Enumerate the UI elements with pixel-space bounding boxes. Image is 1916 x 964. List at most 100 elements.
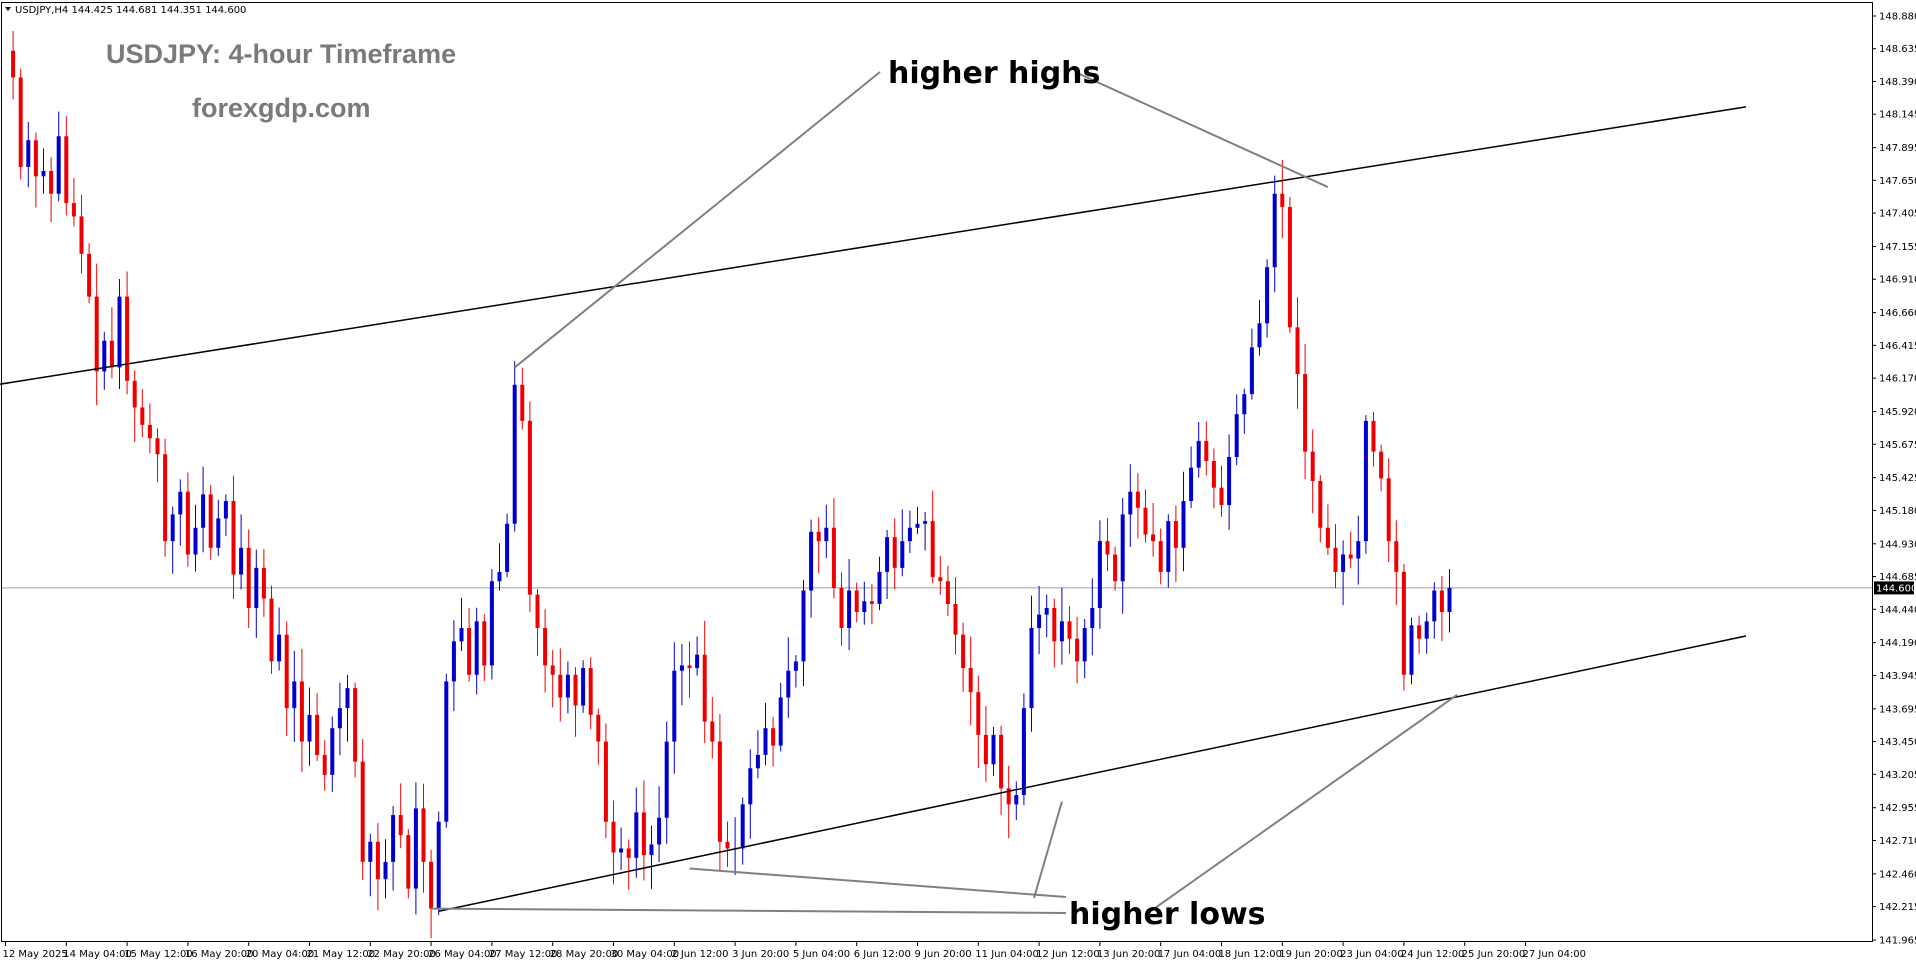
candle	[1090, 578, 1095, 656]
candle-body	[991, 734, 996, 765]
candle	[588, 657, 593, 730]
candle-body	[1204, 440, 1209, 461]
x-tick-label: 19 Jun 20:00	[1279, 949, 1343, 960]
candle-body	[748, 768, 753, 805]
candle	[1249, 328, 1254, 400]
candle-body	[1181, 501, 1186, 548]
candle-body	[1219, 487, 1224, 506]
y-tick-label: 143.695	[1879, 704, 1916, 715]
candle	[695, 636, 700, 676]
candle	[900, 509, 905, 577]
candle-body	[573, 674, 578, 706]
candle	[1097, 520, 1102, 629]
candle	[923, 512, 928, 551]
candle	[649, 825, 654, 889]
candle-body	[763, 728, 768, 755]
candle	[18, 68, 23, 180]
y-tick-label: 145.675	[1879, 440, 1916, 451]
candle-body	[1409, 625, 1414, 675]
candle-body	[155, 438, 160, 455]
candle	[1158, 528, 1163, 585]
y-tick-label: 146.415	[1879, 341, 1916, 352]
candle	[1424, 612, 1429, 654]
y-tick-label: 146.660	[1879, 308, 1916, 319]
candle-body	[778, 697, 783, 746]
candle-body	[603, 741, 608, 822]
candle-body	[467, 627, 472, 675]
support-trendline	[438, 635, 1747, 913]
candle	[520, 367, 525, 430]
candle-body	[649, 844, 654, 856]
candle	[953, 577, 958, 655]
candle	[611, 800, 616, 885]
candle-body	[1325, 527, 1330, 548]
candle	[94, 263, 99, 406]
candle	[573, 667, 578, 737]
candle	[550, 650, 555, 708]
candle-body	[398, 815, 403, 836]
candle-body	[482, 621, 487, 666]
candle-body	[816, 531, 821, 542]
candle	[558, 648, 563, 722]
candle-body	[1067, 621, 1072, 639]
candle-body	[558, 674, 563, 698]
candle-body	[87, 253, 92, 297]
candle-body	[1044, 607, 1049, 615]
candle	[976, 675, 981, 769]
higher-highs-pointer	[514, 71, 881, 369]
pointer-lines-layer	[431, 71, 1458, 914]
candle	[102, 331, 107, 390]
candle-body	[1401, 571, 1406, 675]
candle-body	[368, 841, 373, 862]
higher-lows-pointer	[431, 907, 1067, 914]
candle-body	[451, 641, 456, 682]
candle-body	[1037, 614, 1042, 628]
candle-body	[535, 594, 540, 628]
candle	[261, 549, 266, 617]
candle	[1363, 415, 1368, 554]
candle	[1439, 576, 1444, 642]
candle	[763, 702, 768, 766]
y-tick-label: 142.710	[1879, 836, 1916, 847]
y-tick-label: 148.880	[1879, 12, 1916, 23]
candle	[185, 472, 190, 567]
candle-body	[277, 634, 282, 662]
candle-body	[345, 688, 350, 709]
candle-body	[406, 835, 411, 889]
candle-body	[1211, 460, 1216, 488]
candle	[1143, 489, 1148, 543]
candle-body	[1166, 521, 1171, 572]
y-tick-label: 147.405	[1879, 209, 1916, 220]
candle	[1295, 297, 1300, 409]
candle	[147, 403, 152, 454]
candle	[125, 271, 130, 395]
x-tick-label: 11 Jun 04:00	[975, 949, 1039, 960]
candle	[1265, 259, 1270, 338]
candle-body	[679, 665, 684, 671]
higher-lows-pointer	[1147, 693, 1458, 914]
y-tick-label: 142.460	[1879, 869, 1916, 880]
candle	[33, 132, 38, 208]
candle	[824, 504, 829, 559]
candle-body	[1014, 795, 1019, 805]
candle-body	[1348, 554, 1353, 559]
candle	[353, 682, 358, 778]
candle-body	[710, 721, 715, 742]
candle-body	[307, 714, 312, 742]
candle	[201, 466, 206, 553]
candle	[56, 111, 61, 202]
candle-body	[915, 523, 920, 528]
candle-body	[961, 634, 966, 669]
candle-body	[907, 527, 912, 542]
symbol-dropdown-icon[interactable]	[5, 7, 11, 11]
candle-body	[117, 296, 122, 368]
candle-body	[193, 527, 198, 555]
candle-body	[1029, 627, 1034, 709]
candle-body	[1090, 607, 1095, 628]
candle-body	[999, 734, 1004, 789]
candle-body	[208, 494, 213, 548]
candle	[1082, 619, 1087, 679]
candle	[512, 361, 517, 532]
candle	[885, 530, 890, 600]
candle	[786, 637, 791, 718]
